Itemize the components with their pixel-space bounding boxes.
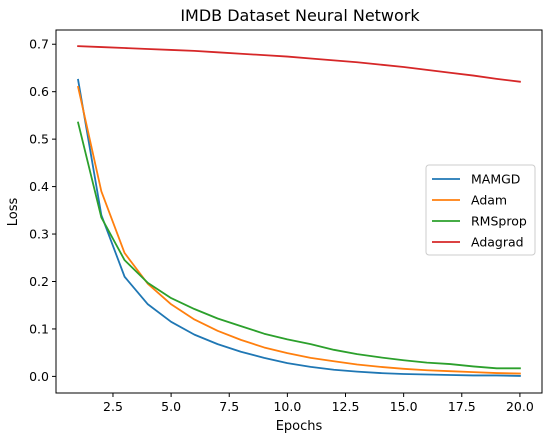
- x-axis-label: Epochs: [276, 419, 323, 434]
- legend: MAMGD Adam RMSprop Adagrad: [425, 164, 536, 256]
- y-tick-label: 0.4: [29, 179, 49, 194]
- y-axis-label: Loss: [6, 198, 21, 227]
- axes-frame: [55, 29, 543, 394]
- legend-box: [425, 164, 536, 256]
- x-tick-label: 5.0: [161, 399, 181, 414]
- y-tick-label: 0.5: [29, 132, 49, 147]
- y-tick-label: 0.6: [29, 84, 49, 99]
- legend-items: MAMGD Adam RMSprop Adagrad: [432, 172, 527, 250]
- x-tick-label: 17.5: [448, 399, 476, 414]
- x-tick-label: 15.0: [390, 399, 418, 414]
- x-tick-label: 7.5: [219, 399, 239, 414]
- legend-label-mamgd: MAMGD: [471, 172, 520, 187]
- series-line-adam: [77, 85, 521, 375]
- x-tick-label: 2.5: [103, 399, 123, 414]
- legend-label-rmsprop: RMSprop: [471, 214, 527, 229]
- x-tick-label: 10.0: [273, 399, 301, 414]
- y-tick-label: 0.7: [29, 37, 49, 52]
- legend-label-adagrad: Adagrad: [471, 235, 524, 250]
- series-line-mamgd: [77, 78, 521, 377]
- series-line-adagrad: [77, 45, 521, 83]
- y-tick-label: 0.1: [29, 321, 49, 336]
- series-line-rmsprop: [77, 121, 521, 370]
- legend-label-adam: Adam: [471, 193, 507, 208]
- x-tick-label: 12.5: [332, 399, 360, 414]
- series-lines: [77, 45, 521, 377]
- x-tick-label: 20.0: [506, 399, 534, 414]
- y-tick-label: 0.2: [29, 274, 49, 289]
- chart-title: IMDB Dataset Neural Network: [180, 6, 420, 25]
- x-axis-ticks: 2.5 5.0 7.5 10.0 12.5 15.0 17.5 20.0: [103, 393, 534, 414]
- y-tick-label: 0.3: [29, 227, 49, 242]
- y-tick-label: 0.0: [29, 369, 49, 384]
- y-axis-ticks: 0.0 0.1 0.2 0.3 0.4 0.5 0.6 0.7: [29, 37, 56, 384]
